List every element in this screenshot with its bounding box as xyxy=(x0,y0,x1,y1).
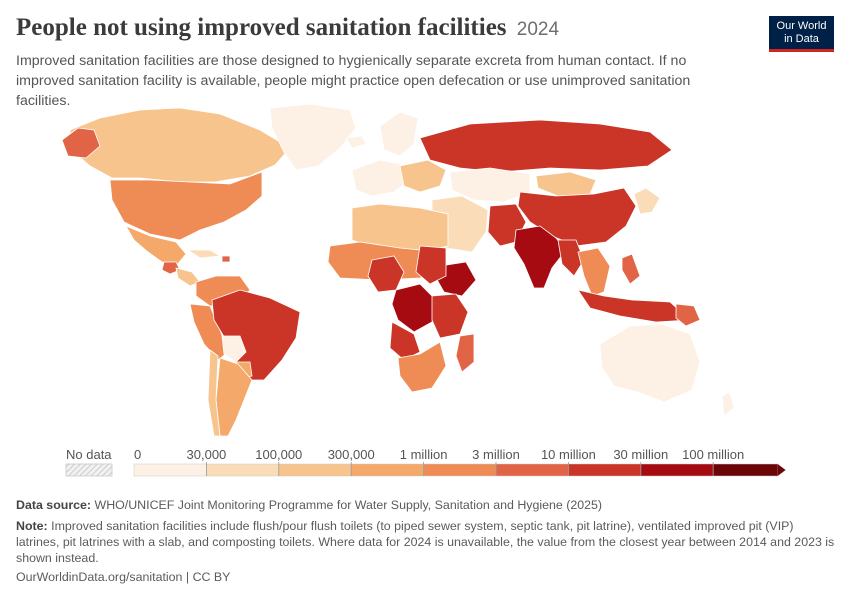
region-united-states[interactable] xyxy=(109,171,263,241)
region-philippines[interactable] xyxy=(621,253,641,285)
map-regions xyxy=(61,103,735,437)
region-central-america[interactable] xyxy=(175,267,201,287)
region-australia[interactable] xyxy=(599,323,701,403)
legend-tick-label-8: 100 million xyxy=(682,447,744,462)
region-eastern-europe[interactable] xyxy=(399,159,447,193)
region-russia[interactable] xyxy=(419,119,673,173)
region-southern-africa[interactable] xyxy=(397,341,447,393)
region-iceland[interactable] xyxy=(345,135,367,149)
title-year: 2024 xyxy=(516,19,560,40)
footer-url-link[interactable]: OurWorldinData.org/sanitation xyxy=(16,570,183,584)
region-new-zealand[interactable] xyxy=(721,391,735,417)
region-bolivia[interactable] xyxy=(221,335,247,363)
legend-bin-4[interactable] xyxy=(423,463,497,477)
legend-tick-label-5: 3 million xyxy=(472,447,520,462)
legend-bin-1[interactable] xyxy=(206,463,280,477)
legend-no-data-swatch xyxy=(65,463,113,477)
note-label: Note: xyxy=(16,519,48,533)
legend-arrow xyxy=(777,464,786,476)
legend-bin-2[interactable] xyxy=(278,463,352,477)
legend-ticks: 0 30,000 100,000 300,000 1 million 3 million 1… xyxy=(134,447,744,476)
data-source-label: Data source: xyxy=(16,498,92,512)
region-haiti[interactable] xyxy=(221,255,231,263)
region-chile[interactable] xyxy=(207,349,221,437)
region-sudan-south-sudan[interactable] xyxy=(415,245,447,285)
data-source: Data source: WHO/UNICEF Joint Monitoring… xyxy=(16,497,836,513)
region-madagascar[interactable] xyxy=(455,333,475,373)
note: Note: Improved sanitation facilities inc… xyxy=(16,518,836,566)
region-peru-ecuador[interactable] xyxy=(189,303,229,361)
owid-logo[interactable]: Our World in Data xyxy=(769,16,834,52)
logo-line-1: Our World xyxy=(776,20,827,32)
legend-bin-5[interactable] xyxy=(495,463,569,477)
legend-bins xyxy=(133,463,786,477)
legend-tick-label-4: 1 million xyxy=(400,447,448,462)
region-dr-congo[interactable] xyxy=(391,283,437,333)
region-southeast-asia[interactable] xyxy=(577,247,611,297)
region-guatemala[interactable] xyxy=(161,261,181,275)
legend-tick-label-0: 0 xyxy=(134,447,141,462)
legend-bin-0[interactable] xyxy=(133,463,207,477)
region-western-europe[interactable] xyxy=(351,159,411,197)
legend-no-data-label: No data xyxy=(66,447,112,462)
region-india[interactable] xyxy=(513,225,567,289)
legend-tick-label-6: 10 million xyxy=(541,447,596,462)
region-indonesia[interactable] xyxy=(577,289,691,323)
legend-tick-label-3: 300,000 xyxy=(328,447,375,462)
data-source-text: WHO/UNICEF Joint Monitoring Programme fo… xyxy=(94,498,603,512)
legend-bin-8[interactable] xyxy=(712,463,778,477)
page-title: People not using improved sanitation fac… xyxy=(16,14,559,42)
note-text: Improved sanitation facilities include f… xyxy=(16,519,835,565)
region-bangladesh-myanmar[interactable] xyxy=(557,239,585,277)
title-text: People not using improved sanitation fac… xyxy=(16,14,507,41)
region-mongolia[interactable] xyxy=(535,171,597,197)
logo-line-2: in Data xyxy=(784,33,819,45)
region-east-africa[interactable] xyxy=(431,293,469,339)
footer-url[interactable]: OurWorldinData.org/sanitation | CC BY xyxy=(16,570,231,584)
color-legend: No data 0 30,000 100,000 300,000 1 million 3 … xyxy=(65,447,786,477)
legend-bin-3[interactable] xyxy=(350,463,424,477)
region-scandinavia[interactable] xyxy=(379,111,419,157)
region-alaska[interactable] xyxy=(61,127,101,159)
legend-bin-6[interactable] xyxy=(568,463,642,477)
region-kazakhstan-central-asia[interactable] xyxy=(449,167,531,203)
region-papua-new-guinea[interactable] xyxy=(675,303,701,327)
legend-tick-label-1: 30,000 xyxy=(187,447,227,462)
world-map[interactable] xyxy=(0,100,850,440)
legend-tick-label-7: 30 million xyxy=(613,447,668,462)
region-cuba[interactable] xyxy=(186,249,222,259)
subtitle: Improved sanitation facilities are those… xyxy=(16,53,691,109)
region-korea-japan[interactable] xyxy=(633,187,661,215)
footer-license: CC BY xyxy=(192,570,231,584)
legend-tick-label-2: 100,000 xyxy=(255,447,302,462)
region-canada[interactable] xyxy=(69,107,291,183)
region-greenland[interactable] xyxy=(269,103,357,171)
legend-bin-7[interactable] xyxy=(640,463,714,477)
